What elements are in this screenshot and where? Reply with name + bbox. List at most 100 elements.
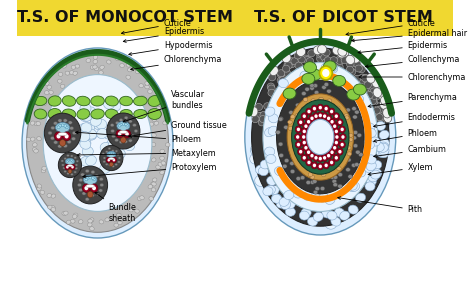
Circle shape <box>73 166 108 204</box>
Circle shape <box>65 164 70 170</box>
Ellipse shape <box>136 92 144 101</box>
Ellipse shape <box>335 139 347 150</box>
Circle shape <box>314 114 318 118</box>
Ellipse shape <box>317 92 329 103</box>
Ellipse shape <box>85 170 89 173</box>
Ellipse shape <box>285 200 295 209</box>
Circle shape <box>309 152 315 159</box>
Circle shape <box>340 143 344 146</box>
Ellipse shape <box>314 152 326 163</box>
Ellipse shape <box>66 160 68 162</box>
Circle shape <box>298 148 304 155</box>
Ellipse shape <box>94 77 100 86</box>
Ellipse shape <box>47 194 52 198</box>
Ellipse shape <box>77 96 90 106</box>
Ellipse shape <box>63 144 67 148</box>
Ellipse shape <box>39 160 49 168</box>
Ellipse shape <box>375 121 382 127</box>
Ellipse shape <box>328 64 337 73</box>
Ellipse shape <box>311 99 316 103</box>
Ellipse shape <box>75 64 80 68</box>
Ellipse shape <box>64 211 68 215</box>
Ellipse shape <box>124 141 135 150</box>
Circle shape <box>304 125 308 128</box>
Ellipse shape <box>63 119 67 122</box>
Ellipse shape <box>26 137 31 141</box>
Text: Endodermis: Endodermis <box>374 113 456 127</box>
Circle shape <box>56 134 61 139</box>
Ellipse shape <box>366 91 373 99</box>
Ellipse shape <box>91 96 104 106</box>
Ellipse shape <box>91 116 101 126</box>
Ellipse shape <box>65 89 72 98</box>
Ellipse shape <box>279 117 283 121</box>
Ellipse shape <box>71 173 73 175</box>
Ellipse shape <box>61 160 64 162</box>
Ellipse shape <box>72 137 75 140</box>
Ellipse shape <box>310 86 314 90</box>
Ellipse shape <box>311 193 321 202</box>
Ellipse shape <box>295 62 302 69</box>
Ellipse shape <box>113 217 118 221</box>
Circle shape <box>309 115 315 122</box>
Ellipse shape <box>145 85 149 89</box>
Circle shape <box>55 132 63 141</box>
Text: Chlorenchyma: Chlorenchyma <box>131 56 222 70</box>
Ellipse shape <box>165 143 170 147</box>
Ellipse shape <box>289 161 301 172</box>
Ellipse shape <box>316 139 328 150</box>
Ellipse shape <box>57 126 60 129</box>
Ellipse shape <box>309 69 321 80</box>
Ellipse shape <box>93 120 104 130</box>
Ellipse shape <box>273 152 285 164</box>
Ellipse shape <box>324 171 336 182</box>
Ellipse shape <box>82 215 91 227</box>
Ellipse shape <box>100 184 104 187</box>
Circle shape <box>302 135 305 139</box>
Circle shape <box>330 110 333 113</box>
Ellipse shape <box>309 113 321 125</box>
Circle shape <box>70 164 75 170</box>
Circle shape <box>304 146 308 150</box>
Ellipse shape <box>283 88 296 99</box>
Ellipse shape <box>313 46 322 55</box>
Circle shape <box>295 126 301 133</box>
Circle shape <box>306 159 312 166</box>
Ellipse shape <box>65 71 70 75</box>
Circle shape <box>58 152 82 178</box>
Ellipse shape <box>155 137 166 145</box>
Ellipse shape <box>379 142 389 151</box>
Circle shape <box>323 114 326 118</box>
Ellipse shape <box>338 47 347 56</box>
Ellipse shape <box>82 111 92 121</box>
Circle shape <box>329 118 335 125</box>
Ellipse shape <box>108 148 110 150</box>
Ellipse shape <box>284 61 291 68</box>
Ellipse shape <box>341 84 351 93</box>
Ellipse shape <box>58 72 63 76</box>
Ellipse shape <box>46 123 55 130</box>
Ellipse shape <box>333 183 337 187</box>
Ellipse shape <box>124 116 128 119</box>
Ellipse shape <box>89 218 94 222</box>
Ellipse shape <box>145 81 149 85</box>
Ellipse shape <box>112 165 114 167</box>
Ellipse shape <box>341 57 348 64</box>
Ellipse shape <box>350 120 362 132</box>
Ellipse shape <box>354 61 361 68</box>
Ellipse shape <box>115 194 122 203</box>
Ellipse shape <box>118 161 120 163</box>
Ellipse shape <box>293 189 303 198</box>
Ellipse shape <box>373 93 380 100</box>
Ellipse shape <box>312 179 317 183</box>
Ellipse shape <box>128 120 132 123</box>
Ellipse shape <box>51 207 55 211</box>
Ellipse shape <box>42 110 51 119</box>
Ellipse shape <box>380 99 388 109</box>
Ellipse shape <box>279 77 286 84</box>
Ellipse shape <box>33 143 37 147</box>
Ellipse shape <box>304 62 317 73</box>
Ellipse shape <box>307 119 334 155</box>
Ellipse shape <box>369 91 376 97</box>
Ellipse shape <box>124 140 128 143</box>
